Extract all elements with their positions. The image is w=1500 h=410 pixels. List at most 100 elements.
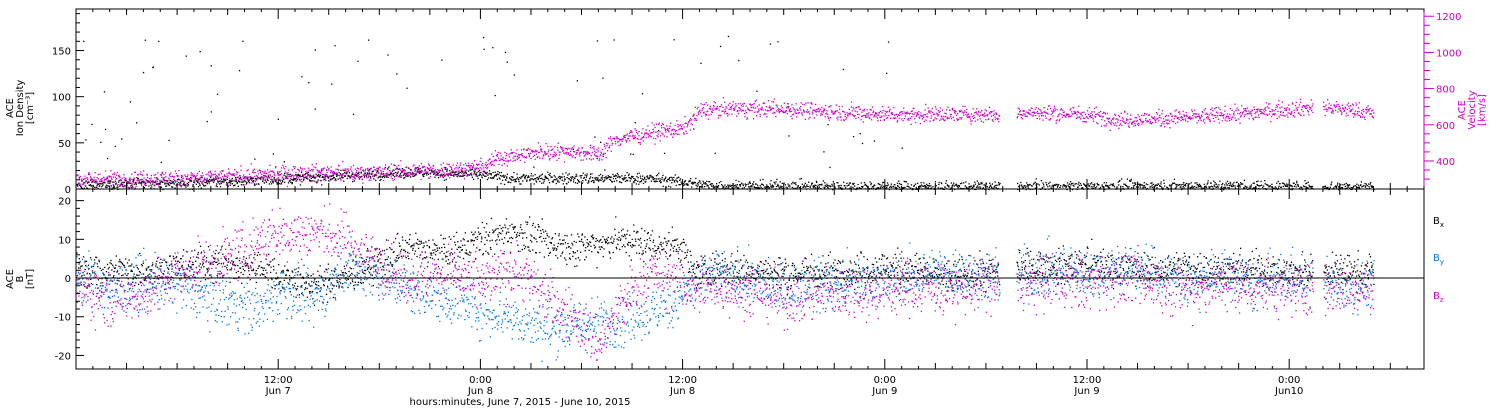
velocity-point [1129,118,1131,120]
velocity-point [214,170,216,172]
velocity-point [474,169,477,171]
velocity-point [1157,120,1160,122]
density-point [691,183,694,185]
velocity-point [302,168,304,170]
velocity-point [632,134,634,136]
velocity-point [108,175,110,177]
velocity-point [1281,106,1283,108]
density-point [342,177,344,179]
velocity-point [179,179,181,181]
density-point [979,183,981,185]
velocity-point [458,166,461,168]
density-point [1056,186,1059,188]
density-point [140,183,143,185]
density-point [527,176,529,178]
density-point [1370,185,1372,187]
density-point [395,168,397,170]
density-point [402,174,404,176]
density-point [1333,187,1335,190]
density-point [780,185,782,187]
velocity-point [383,174,385,176]
density-point [1024,185,1026,187]
density-point [559,178,562,180]
velocity-point [1212,113,1214,116]
velocity-point [440,164,442,166]
velocity-point [451,172,453,174]
density-point [565,172,567,174]
density-point [660,181,662,183]
velocity-point [143,170,145,172]
density-point [871,186,874,188]
density-point [1268,186,1270,188]
density-point [958,185,960,187]
velocity-point [375,173,377,175]
velocity-point [987,114,989,116]
velocity-point [424,166,426,168]
velocity-point [634,128,636,130]
velocity-point [179,183,181,185]
density-point [241,179,243,181]
density-point [1209,187,1211,189]
density-point [1152,186,1154,188]
velocity-point [508,156,511,158]
velocity-point [838,111,840,114]
velocity-point [1261,112,1263,114]
density-point [1027,185,1029,187]
velocity-point [246,170,248,172]
density-point [499,175,502,177]
density-point [316,174,318,177]
density-point [358,171,360,173]
velocity-point [702,104,704,106]
density-point [1351,188,1353,191]
density-point [1072,182,1074,185]
density-point [762,178,764,181]
density-point [1077,183,1079,185]
velocity-point [1098,114,1100,116]
velocity-point [551,149,553,151]
velocity-point [193,174,196,176]
density-point [930,187,933,189]
density-point [717,185,720,187]
velocity-point [803,110,805,112]
velocity-point [486,165,488,167]
velocity-point [1231,119,1233,121]
velocity-point [899,112,901,114]
velocity-point [674,130,677,132]
velocity-point [570,154,572,156]
density-point [522,175,524,177]
velocity-point [1049,107,1052,110]
velocity-point [658,122,660,124]
density-point [152,183,154,185]
velocity-point [1122,120,1124,122]
density-point [873,187,875,189]
density-point [1179,184,1181,186]
velocity-point [723,112,725,114]
velocity-point [343,170,345,172]
velocity-point [782,110,784,112]
velocity-point [347,168,349,170]
density-point [1301,188,1303,191]
velocity-point [231,174,233,176]
velocity-point [262,178,264,180]
velocity-point [637,138,639,140]
velocity-point [264,170,266,172]
velocity-point [1260,111,1263,113]
velocity-point [1060,109,1062,111]
density-point [503,176,505,178]
density-point [665,176,667,178]
density-point [329,175,331,177]
velocity-point [966,116,969,119]
velocity-point [263,172,265,174]
velocity-point [855,107,858,109]
density-point [1361,186,1363,188]
velocity-point [562,147,564,149]
density-point [963,182,965,184]
velocity-point [608,147,611,149]
velocity-point [1243,115,1245,118]
velocity-point [1107,118,1109,120]
density-point [700,186,702,188]
velocity-point [185,177,188,180]
density-point [1091,187,1093,189]
density-point [90,185,92,187]
velocity-point [735,103,737,105]
